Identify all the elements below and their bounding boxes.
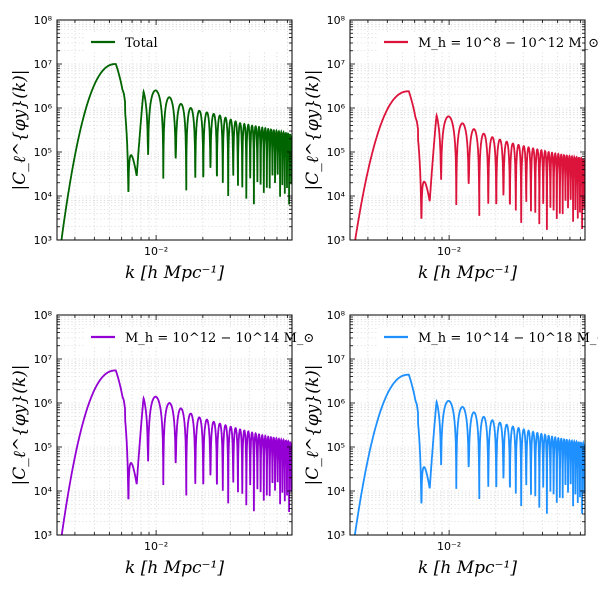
legend: M_h = 10^12 − 10^14 M_⊙ — [85, 327, 314, 347]
x-tick-label: 10⁻² — [437, 245, 461, 258]
plot-frame — [56, 314, 293, 536]
y-tick-label: 10⁴ — [327, 190, 346, 203]
y-tick-label: 10⁶ — [327, 102, 346, 115]
series-line — [353, 373, 585, 535]
y-tick-label: 10³ — [327, 234, 345, 247]
y-tick-label: 10⁶ — [34, 102, 53, 115]
legend-box — [85, 32, 286, 52]
legend-box — [378, 327, 579, 347]
chart-panel-2: 10³ 10⁴ 10⁵ 10⁶ 10⁷ 10⁸ 10⁻² k [h Mpc⁻¹] |C_ℓ^{φ… — [303, 14, 598, 283]
legend-label: Total — [125, 36, 158, 51]
y-tick-label: 10⁶ — [34, 397, 53, 410]
legend-label: M_h = 10^12 − 10^14 M_⊙ — [125, 331, 314, 346]
y-tick-label: 10³ — [34, 234, 52, 247]
series-line — [60, 369, 292, 535]
y-tick-label: 10⁸ — [34, 309, 53, 322]
y-axis-label: |C_ℓ^{φy}(k)| — [10, 365, 30, 486]
y-tick-label: 10³ — [34, 529, 52, 542]
chart-panel-3: 10³ 10⁴ 10⁵ 10⁶ 10⁷ 10⁸ 10⁻² k [h Mpc⁻¹] |C_ℓ^{φ… — [10, 309, 314, 578]
y-tick-label: 10⁷ — [327, 58, 345, 71]
y-axis-label: |C_ℓ^{φy}(k)| — [303, 365, 323, 486]
legend-box — [378, 32, 579, 52]
y-tick-label: 10⁴ — [327, 485, 346, 498]
series-line — [60, 63, 292, 240]
x-axis-label: k [h Mpc⁻¹] — [418, 263, 517, 283]
legend-label: M_h = 10^8 − 10^12 M_⊙ — [418, 36, 598, 51]
x-tick-label: 10⁻² — [144, 540, 168, 553]
y-tick-label: 10⁶ — [327, 397, 346, 410]
legend: Total — [85, 32, 286, 52]
y-tick-label: 10⁸ — [327, 309, 346, 322]
legend: M_h = 10^8 − 10^12 M_⊙ — [378, 32, 598, 52]
y-tick-label: 10⁵ — [34, 146, 52, 159]
x-axis-label: k [h Mpc⁻¹] — [125, 263, 224, 283]
y-tick-label: 10⁷ — [34, 58, 52, 71]
chart-panel-1: 10³ 10⁴ 10⁵ 10⁶ 10⁷ 10⁸ 10⁻² k [h Mpc⁻¹] |C_ℓ^{φ… — [10, 14, 293, 283]
y-tick-label: 10⁸ — [34, 14, 53, 27]
series-line — [354, 90, 585, 240]
chart-panel-4: 10³ 10⁴ 10⁵ 10⁶ 10⁷ 10⁸ 10⁻² k [h Mpc⁻¹] |C_ℓ^{φ… — [303, 309, 598, 578]
y-tick-label: 10⁵ — [327, 441, 345, 454]
y-tick-label: 10³ — [327, 529, 345, 542]
y-tick-label: 10⁷ — [327, 353, 345, 366]
y-tick-label: 10⁷ — [34, 353, 52, 366]
plot-frame — [56, 19, 293, 241]
grid-lines — [57, 315, 292, 535]
legend-label: M_h = 10^14 − 10^18 M_⊙ — [418, 331, 598, 346]
y-axis-label: |C_ℓ^{φy}(k)| — [10, 70, 30, 191]
y-tick-label: 10⁵ — [327, 146, 345, 159]
x-axis-label: k [h Mpc⁻¹] — [418, 558, 517, 578]
plot-frame — [349, 19, 586, 241]
plot-frame — [349, 314, 586, 536]
y-tick-label: 10⁴ — [34, 190, 53, 203]
grid-lines — [57, 20, 292, 240]
x-tick-label: 10⁻² — [437, 540, 461, 553]
legend-box — [85, 327, 286, 347]
legend: M_h = 10^14 − 10^18 M_⊙ — [378, 327, 598, 347]
grid-lines — [350, 20, 585, 240]
x-axis-label: k [h Mpc⁻¹] — [125, 558, 224, 578]
y-tick-label: 10⁴ — [34, 485, 53, 498]
y-tick-label: 10⁸ — [327, 14, 346, 27]
x-tick-label: 10⁻² — [144, 245, 168, 258]
y-axis-label: |C_ℓ^{φy}(k)| — [303, 70, 323, 191]
y-tick-label: 10⁵ — [34, 441, 52, 454]
grid-lines — [350, 315, 585, 535]
